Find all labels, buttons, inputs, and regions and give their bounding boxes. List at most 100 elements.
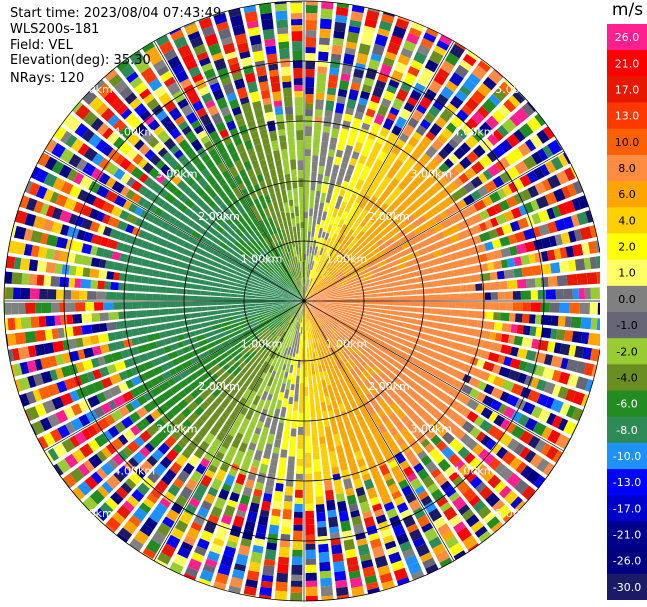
velocity-gate <box>237 304 248 308</box>
velocity-gate <box>235 450 245 460</box>
velocity-gate <box>85 302 95 312</box>
velocity-gate <box>390 445 401 456</box>
velocity-gate <box>259 435 267 444</box>
velocity-gate <box>226 276 238 283</box>
velocity-gate <box>110 97 125 112</box>
velocity-gate <box>338 308 349 313</box>
velocity-gate <box>158 92 172 106</box>
velocity-gate <box>390 240 402 249</box>
velocity-gate <box>86 371 96 382</box>
velocity-gate <box>102 127 114 140</box>
velocity-gate <box>307 322 311 333</box>
velocity-gate <box>309 288 314 294</box>
velocity-gate <box>231 301 242 305</box>
velocity-gate <box>323 471 332 481</box>
velocity-gate <box>184 198 195 209</box>
velocity-gate <box>291 307 297 313</box>
velocity-gate <box>283 320 290 328</box>
velocity-gate <box>226 92 237 102</box>
velocity-gate <box>167 294 175 301</box>
velocity-gate <box>81 128 95 143</box>
velocity-gate <box>343 285 354 291</box>
velocity-gate <box>279 233 284 241</box>
velocity-gate <box>428 172 440 184</box>
velocity-gate <box>232 366 242 377</box>
velocity-gate <box>334 302 342 305</box>
velocity-gate <box>476 392 487 403</box>
velocity-gate <box>290 592 303 601</box>
velocity-gate <box>258 399 265 408</box>
velocity-gate <box>323 370 328 378</box>
velocity-gate <box>153 207 164 217</box>
velocity-gate <box>393 291 403 296</box>
velocity-gate <box>316 319 322 327</box>
velocity-gate <box>315 275 322 284</box>
velocity-gate <box>273 183 280 193</box>
velocity-gate <box>460 407 472 418</box>
velocity-gate <box>51 396 64 410</box>
velocity-gate <box>261 329 271 338</box>
velocity-gate <box>30 166 41 180</box>
velocity-gate <box>393 567 408 581</box>
velocity-gate <box>383 278 390 284</box>
velocity-gate <box>418 295 427 301</box>
velocity-gate <box>226 540 238 549</box>
velocity-gate <box>177 202 188 213</box>
velocity-gate <box>292 319 297 328</box>
velocity-gate <box>280 356 286 366</box>
velocity-gate <box>436 39 450 51</box>
velocity-gate <box>323 202 330 212</box>
velocity-gate <box>100 107 115 122</box>
velocity-gate <box>330 137 338 145</box>
velocity-gate <box>310 180 316 191</box>
velocity-gate <box>360 343 368 351</box>
velocity-gate <box>109 385 122 397</box>
velocity-gate <box>428 395 439 406</box>
velocity-gate <box>559 247 568 259</box>
velocity-gate <box>340 201 347 209</box>
velocity-gate <box>170 29 184 41</box>
velocity-gate <box>317 66 328 75</box>
velocity-gate <box>347 301 354 304</box>
velocity-gate <box>349 177 358 187</box>
velocity-gate <box>233 329 244 336</box>
velocity-gate <box>198 17 213 30</box>
velocity-gate <box>432 387 442 398</box>
velocity-gate <box>392 159 404 171</box>
velocity-gate <box>333 433 341 441</box>
velocity-gate <box>200 530 213 543</box>
velocity-gate <box>377 565 391 576</box>
velocity-gate <box>273 301 279 303</box>
velocity-gate <box>590 317 598 330</box>
velocity-gate <box>421 67 435 80</box>
velocity-gate <box>375 309 382 313</box>
velocity-gate <box>509 114 522 127</box>
velocity-gate <box>364 230 371 238</box>
velocity-gate <box>378 20 393 32</box>
velocity-gate <box>297 441 304 449</box>
velocity-gate <box>290 302 299 305</box>
velocity-gate <box>406 523 419 534</box>
velocity-gate <box>318 312 326 318</box>
velocity-gate <box>272 330 279 339</box>
velocity-gate <box>215 405 225 416</box>
velocity-gate <box>489 191 502 204</box>
velocity-gate <box>153 85 167 98</box>
velocity-gate <box>479 231 491 243</box>
velocity-gate <box>237 297 244 301</box>
velocity-gate <box>111 511 126 525</box>
velocity-gate <box>403 175 413 184</box>
velocity-gate <box>232 208 240 217</box>
velocity-gate <box>580 332 590 345</box>
velocity-gate <box>482 282 491 291</box>
velocity-gate <box>311 301 318 304</box>
velocity-gate <box>450 243 460 252</box>
velocity-gate <box>227 235 236 244</box>
velocity-gate <box>534 277 542 288</box>
velocity-gate <box>377 293 385 297</box>
velocity-gate <box>511 383 524 396</box>
velocity-gate <box>532 421 547 437</box>
velocity-gate <box>337 247 346 257</box>
velocity-gate <box>199 301 208 306</box>
velocity-gate <box>163 99 177 113</box>
